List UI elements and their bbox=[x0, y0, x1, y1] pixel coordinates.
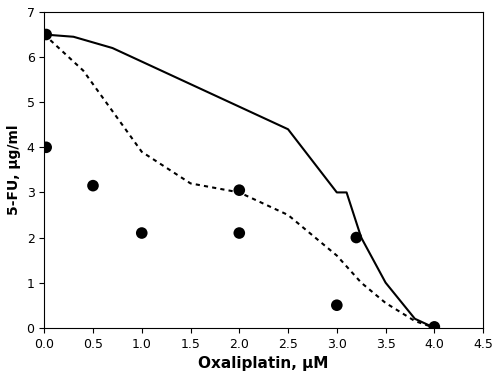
Point bbox=[89, 183, 97, 189]
Point bbox=[333, 302, 341, 308]
X-axis label: Oxaliplatin, μM: Oxaliplatin, μM bbox=[198, 356, 329, 371]
Point bbox=[42, 144, 50, 150]
Point bbox=[430, 324, 438, 330]
Point bbox=[236, 230, 244, 236]
Point bbox=[352, 234, 360, 240]
Point bbox=[138, 230, 146, 236]
Point bbox=[236, 187, 244, 193]
Y-axis label: 5-FU, μg/ml: 5-FU, μg/ml bbox=[7, 125, 21, 215]
Point bbox=[42, 31, 50, 37]
